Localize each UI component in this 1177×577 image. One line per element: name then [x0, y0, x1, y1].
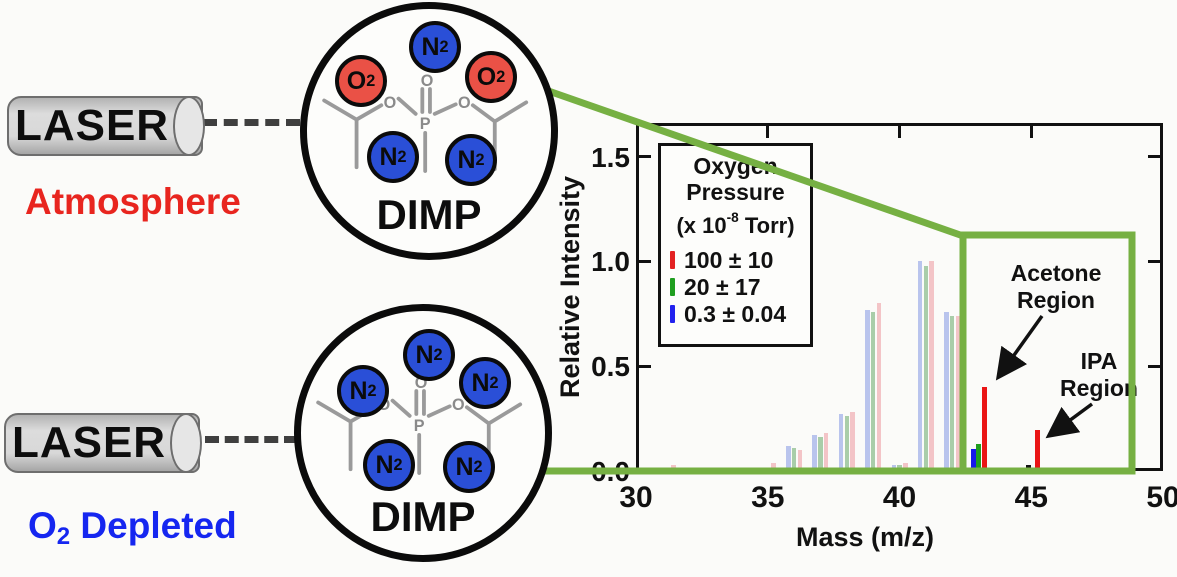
- spectrum-bar-mz38-green: [844, 416, 850, 471]
- spectrum-bar-mz41-blue: [917, 261, 923, 471]
- spectrum-bar-mz31.2-red: [671, 464, 676, 471]
- spectrum-bar-mz42-green: [949, 315, 955, 471]
- x-tick-top: [1029, 126, 1033, 138]
- legend-entry-20: 20 ± 17: [661, 274, 810, 301]
- legend-units: (x 10-8 Torr): [676, 210, 795, 238]
- y-axis-title: Relative Intensity: [555, 175, 585, 399]
- y-tick-label: 0.5: [591, 351, 630, 383]
- acetone-region-label: Acetone Region: [1010, 260, 1102, 313]
- atom-o-right: O: [458, 94, 471, 112]
- spectrum-bar-mz35-red: [771, 462, 776, 471]
- o2-depleted-sub: 2: [56, 523, 71, 551]
- legend-key-blue: [670, 305, 675, 324]
- legend-key-green: [670, 278, 675, 297]
- x-axis-title: Mass (m/z): [795, 522, 935, 552]
- y-tick-left: [639, 364, 651, 368]
- x-tick-label: 35: [751, 481, 785, 514]
- spectrum-bar-mz45-red: [1034, 430, 1040, 471]
- spectrum-bar-mz43-green: [976, 443, 982, 471]
- o2-depleted-base: O: [28, 505, 57, 546]
- spectrum-bar-mz40-red: [903, 462, 908, 471]
- y-tick-right: [1148, 155, 1160, 159]
- spectrum-bar-mz37-red: [823, 433, 829, 471]
- laser-beam-top: [203, 119, 300, 126]
- spectrum-bar-mz38-blue: [838, 414, 844, 471]
- laser-bottom-cap: [170, 413, 202, 473]
- atom-p: P: [420, 115, 431, 133]
- dimp-skeleton: O O O P: [322, 72, 529, 173]
- atom-o-left: O: [384, 94, 397, 112]
- y-tick-left: [639, 155, 651, 159]
- atom-o-dbl: O: [421, 72, 434, 90]
- spectrum-bar-mz36-blue: [786, 445, 791, 471]
- y-tick-left: [639, 469, 651, 473]
- x-tick-label: 45: [1014, 481, 1048, 514]
- spectrum-bar-mz36-green: [791, 447, 797, 471]
- spectrum-bar-mz39-blue: [865, 309, 870, 471]
- molecule-bubble-depleted: O O O P N2 N2 N2 N2 N2 DIMP: [294, 304, 552, 562]
- laser-device-bottom: LASER: [4, 413, 202, 473]
- spectrum-bar-mz41-red: [929, 261, 934, 471]
- atom-o-right: O: [452, 396, 465, 414]
- spectrum-bar-mz45-black: [1026, 464, 1032, 471]
- spectrum-bar-mz36-red: [797, 450, 803, 471]
- spectrum-bar-mz42-blue: [944, 311, 949, 471]
- ipa-region-label: IPA Region: [1060, 348, 1138, 401]
- x-tick-label: 40: [882, 481, 917, 514]
- laser-bottom-label: LASER: [11, 418, 167, 467]
- dimp-label-top: DIMP: [376, 191, 482, 238]
- spectrum-bar-mz39-green: [870, 311, 876, 471]
- legend-key-red: [670, 251, 675, 270]
- x-tick-label: 30: [619, 481, 653, 514]
- o2-depleted-label: O2 Depleted: [28, 505, 237, 551]
- laser-top-cap: [173, 96, 205, 156]
- laser-beam-bottom: [205, 436, 298, 443]
- y-tick-right: [1148, 364, 1160, 368]
- y-tick-label: 0.0: [591, 456, 630, 487]
- atom-p: P: [414, 417, 425, 435]
- legend-entry-03: 0.3 ± 0.04: [661, 301, 810, 328]
- spectrum-bar-mz37-green: [818, 437, 823, 471]
- spectrum-bar-mz40-green: [897, 464, 902, 471]
- x-tick-label: 50: [1146, 481, 1177, 514]
- spectrum-bar-mz42-red: [955, 315, 961, 471]
- y-tick-right: [1148, 259, 1160, 263]
- dimp-label-bottom: DIMP: [370, 493, 476, 540]
- spectrum-bar-mz43-red: [982, 387, 988, 471]
- spectrum-bar-mz38-red: [850, 412, 855, 471]
- x-tick-top: [898, 126, 901, 138]
- spectrum-bar-mz43-blue: [970, 448, 976, 471]
- spectrum-bar-mz40-blue: [891, 464, 896, 471]
- legend-box: Oxygen Pressure (x 10-8 Torr) 100 ± 10 2…: [658, 143, 813, 347]
- legend-title-line2: Pressure: [686, 179, 785, 205]
- spectrum-bar-mz37-blue: [812, 435, 817, 471]
- legend-entry-100: 100 ± 10: [661, 247, 810, 274]
- y-tick-label: 1.0: [591, 246, 630, 278]
- y-tick-left: [639, 259, 651, 263]
- atmosphere-label: Atmosphere: [25, 181, 241, 222]
- spectrum-bar-mz39-red: [876, 303, 882, 471]
- legend-title-line1: Oxygen: [693, 153, 778, 179]
- x-tick-top: [766, 126, 770, 138]
- laser-device-top: LASER: [7, 96, 205, 156]
- spectrum-bar-mz41-green: [923, 265, 929, 471]
- laser-top-label: LASER: [14, 101, 170, 150]
- o2-depleted-rest: Depleted: [70, 505, 237, 546]
